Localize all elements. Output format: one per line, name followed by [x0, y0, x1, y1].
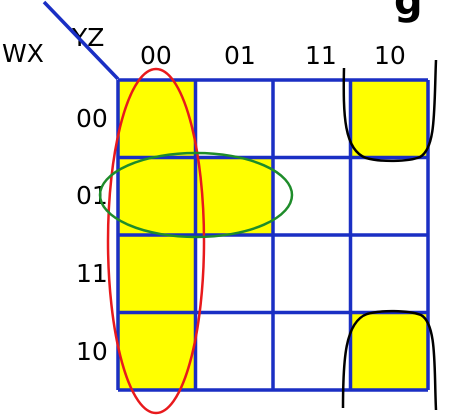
row-label-11: 11	[76, 259, 108, 288]
group-corner-bottom-bracket	[341, 309, 438, 411]
column-label-10: 10	[374, 41, 406, 70]
column-label-11: 11	[305, 41, 337, 70]
row-label-00: 00	[76, 104, 108, 133]
title-fragment: g	[394, 0, 423, 24]
column-label-00: 00	[140, 41, 172, 70]
cell-wx01-yz10	[350, 157, 428, 235]
cell-wx00-yz01	[195, 80, 273, 158]
cell-wx01-yz11	[273, 157, 351, 235]
grid-lines	[116, 78, 430, 392]
group-column-00-ellipse	[106, 67, 206, 415]
corner-diagonal	[42, 0, 120, 81]
cell-wx11-yz01	[195, 235, 273, 313]
column-label-01: 01	[224, 41, 256, 70]
cell-wx10-yz11	[273, 312, 351, 390]
cell-grid	[118, 80, 428, 390]
cell-wx10-yz01	[195, 312, 273, 390]
cell-wx00-yz00	[118, 80, 196, 158]
row-variables-label: WX	[2, 39, 44, 68]
cell-wx11-yz10	[350, 235, 428, 313]
cell-wx00-yz11	[273, 80, 351, 158]
cell-wx11-yz11	[273, 235, 351, 313]
cell-wx10-yz10	[350, 312, 428, 390]
cell-wx10-yz00	[118, 312, 196, 390]
group-corner-top-bracket	[342, 59, 438, 163]
group-row-01-ellipse	[98, 151, 294, 239]
cell-wx00-yz10	[350, 80, 428, 158]
cell-wx11-yz00	[118, 235, 196, 313]
row-label-10: 10	[76, 337, 108, 366]
cell-wx01-yz01	[195, 157, 273, 235]
cell-wx01-yz00	[118, 157, 196, 235]
